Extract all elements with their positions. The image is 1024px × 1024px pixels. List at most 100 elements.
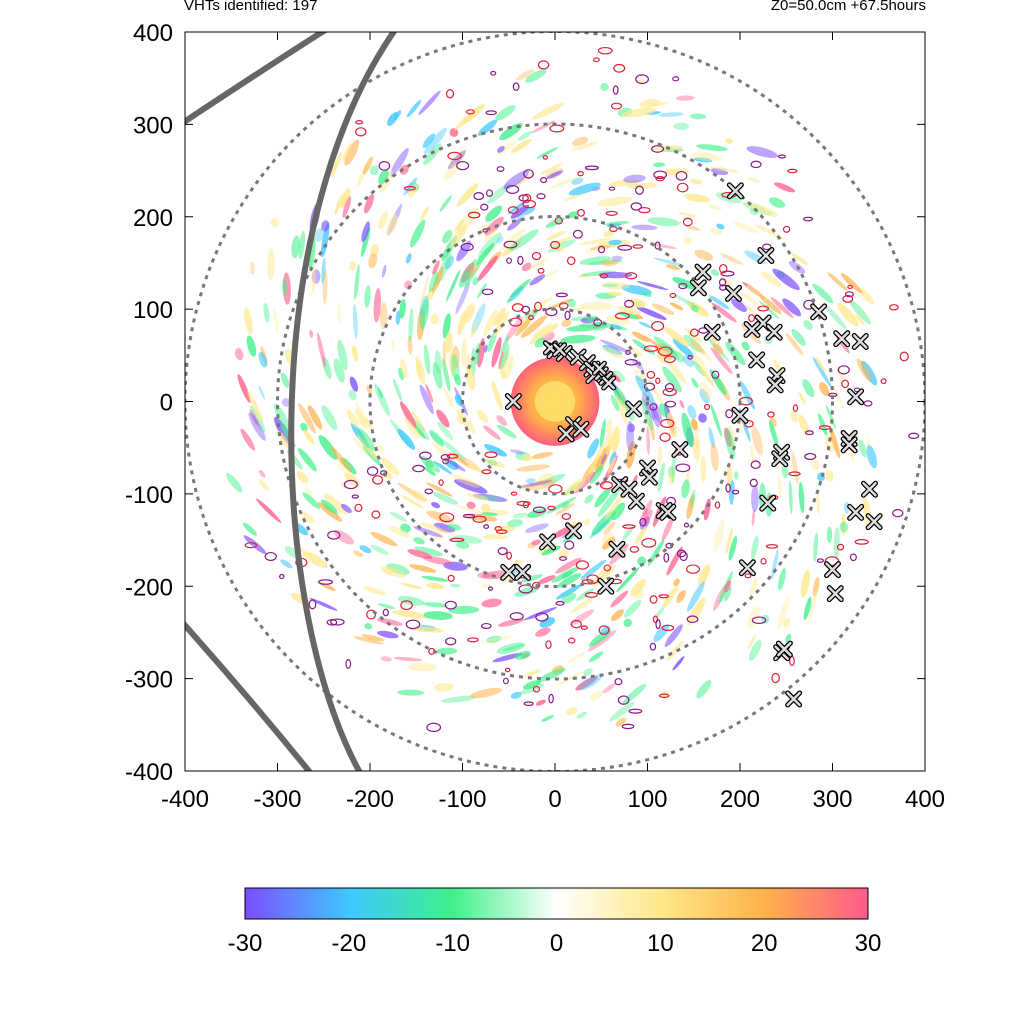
field-streak (469, 258, 477, 269)
field-streak (636, 281, 669, 291)
field-streak (725, 341, 746, 365)
field-streak (384, 567, 394, 576)
field-streak (790, 410, 798, 423)
field-streak (355, 402, 371, 429)
field-streak (651, 102, 670, 106)
field-streak (675, 95, 695, 101)
field-streak (747, 606, 760, 630)
field-streak (449, 128, 459, 137)
contour-blob (523, 169, 534, 179)
field-streak (525, 478, 536, 484)
field-streak (250, 405, 266, 433)
field-streak (605, 436, 613, 455)
contour-blob (473, 191, 485, 201)
field-streak (354, 408, 368, 430)
field-streak (535, 627, 551, 637)
field-streak (725, 138, 734, 144)
field-streak (369, 165, 379, 176)
contour-blob (467, 637, 479, 643)
field-streak (364, 285, 371, 308)
colorbar: -30 -20 -10 0 10 20 30 (228, 887, 881, 957)
field-streak (812, 283, 834, 304)
field-streak (376, 444, 385, 454)
field-streak (731, 298, 747, 312)
vht-marker (539, 533, 557, 551)
contour-blob (517, 255, 524, 266)
vht-marker (557, 425, 575, 443)
contour-blob (824, 556, 840, 567)
contour-blob (686, 564, 700, 574)
field-streak (418, 90, 441, 115)
contour-blob (575, 560, 590, 570)
field-streak (601, 282, 630, 290)
field-streak (408, 307, 414, 343)
field-streak (609, 324, 623, 330)
field-streak (410, 219, 426, 248)
field-streak (433, 461, 453, 475)
field-streak (561, 501, 570, 509)
field-streak (496, 145, 505, 153)
contour-blob (629, 545, 640, 553)
field-streak (858, 439, 867, 458)
field-streak (483, 444, 507, 457)
field-streak (711, 302, 737, 323)
vht-marker (833, 330, 851, 348)
field-streak (411, 411, 426, 432)
vht-marker (725, 284, 743, 302)
field-streak (432, 266, 444, 293)
field-streak (503, 170, 530, 190)
vht-marker (625, 400, 643, 418)
field-streak (486, 635, 502, 643)
contour-blob (485, 110, 497, 116)
field-streak (556, 670, 585, 687)
field-streak (583, 464, 597, 481)
contour-blob (719, 263, 728, 274)
contour-blob (487, 586, 494, 591)
field-streak (415, 426, 426, 439)
contour-blob (661, 624, 675, 632)
axes: -400 -300 -200 -100 0 100 200 300 400 400 300 200 10… (125, 20, 945, 813)
field-streak (606, 315, 630, 326)
contour-blob (675, 170, 688, 181)
field-streak (448, 352, 456, 377)
field-streak (510, 691, 522, 699)
field-streak (517, 130, 533, 141)
field-streak (474, 342, 481, 365)
vht-marker (785, 690, 803, 708)
contour-blob (597, 46, 613, 55)
field-streak (273, 403, 291, 433)
field-streak (709, 369, 727, 396)
vht-marker (671, 441, 689, 459)
field-streak (415, 358, 426, 385)
field-streak (362, 586, 387, 596)
contour-blob (502, 677, 509, 685)
field-streak (638, 321, 652, 329)
field-streak (320, 499, 338, 514)
contour-blob (577, 171, 584, 177)
field-streak (445, 269, 461, 302)
field-streak (321, 257, 326, 285)
field-streak (770, 297, 794, 319)
field-streak (423, 466, 436, 476)
field-streak (297, 448, 317, 472)
vht-marker (748, 351, 766, 369)
contour-blob (244, 542, 258, 549)
contour-blob (456, 160, 470, 171)
field-streak (858, 287, 875, 305)
contour-blob (603, 564, 612, 572)
field-streak (653, 257, 685, 267)
vht-count-label: VHTs identified: 197 (184, 0, 318, 14)
field-streak (696, 144, 728, 152)
field-streak (571, 306, 585, 312)
field-streak (531, 539, 541, 546)
field-streak (627, 423, 636, 433)
field-streak (483, 425, 501, 440)
contour-blob (792, 404, 799, 413)
field-streak (788, 480, 793, 515)
field-streak (631, 331, 650, 342)
field-streak (362, 156, 373, 175)
field-streak (467, 493, 489, 501)
field-streak (798, 481, 805, 514)
field-streak (348, 389, 357, 401)
field-streak (579, 256, 612, 265)
